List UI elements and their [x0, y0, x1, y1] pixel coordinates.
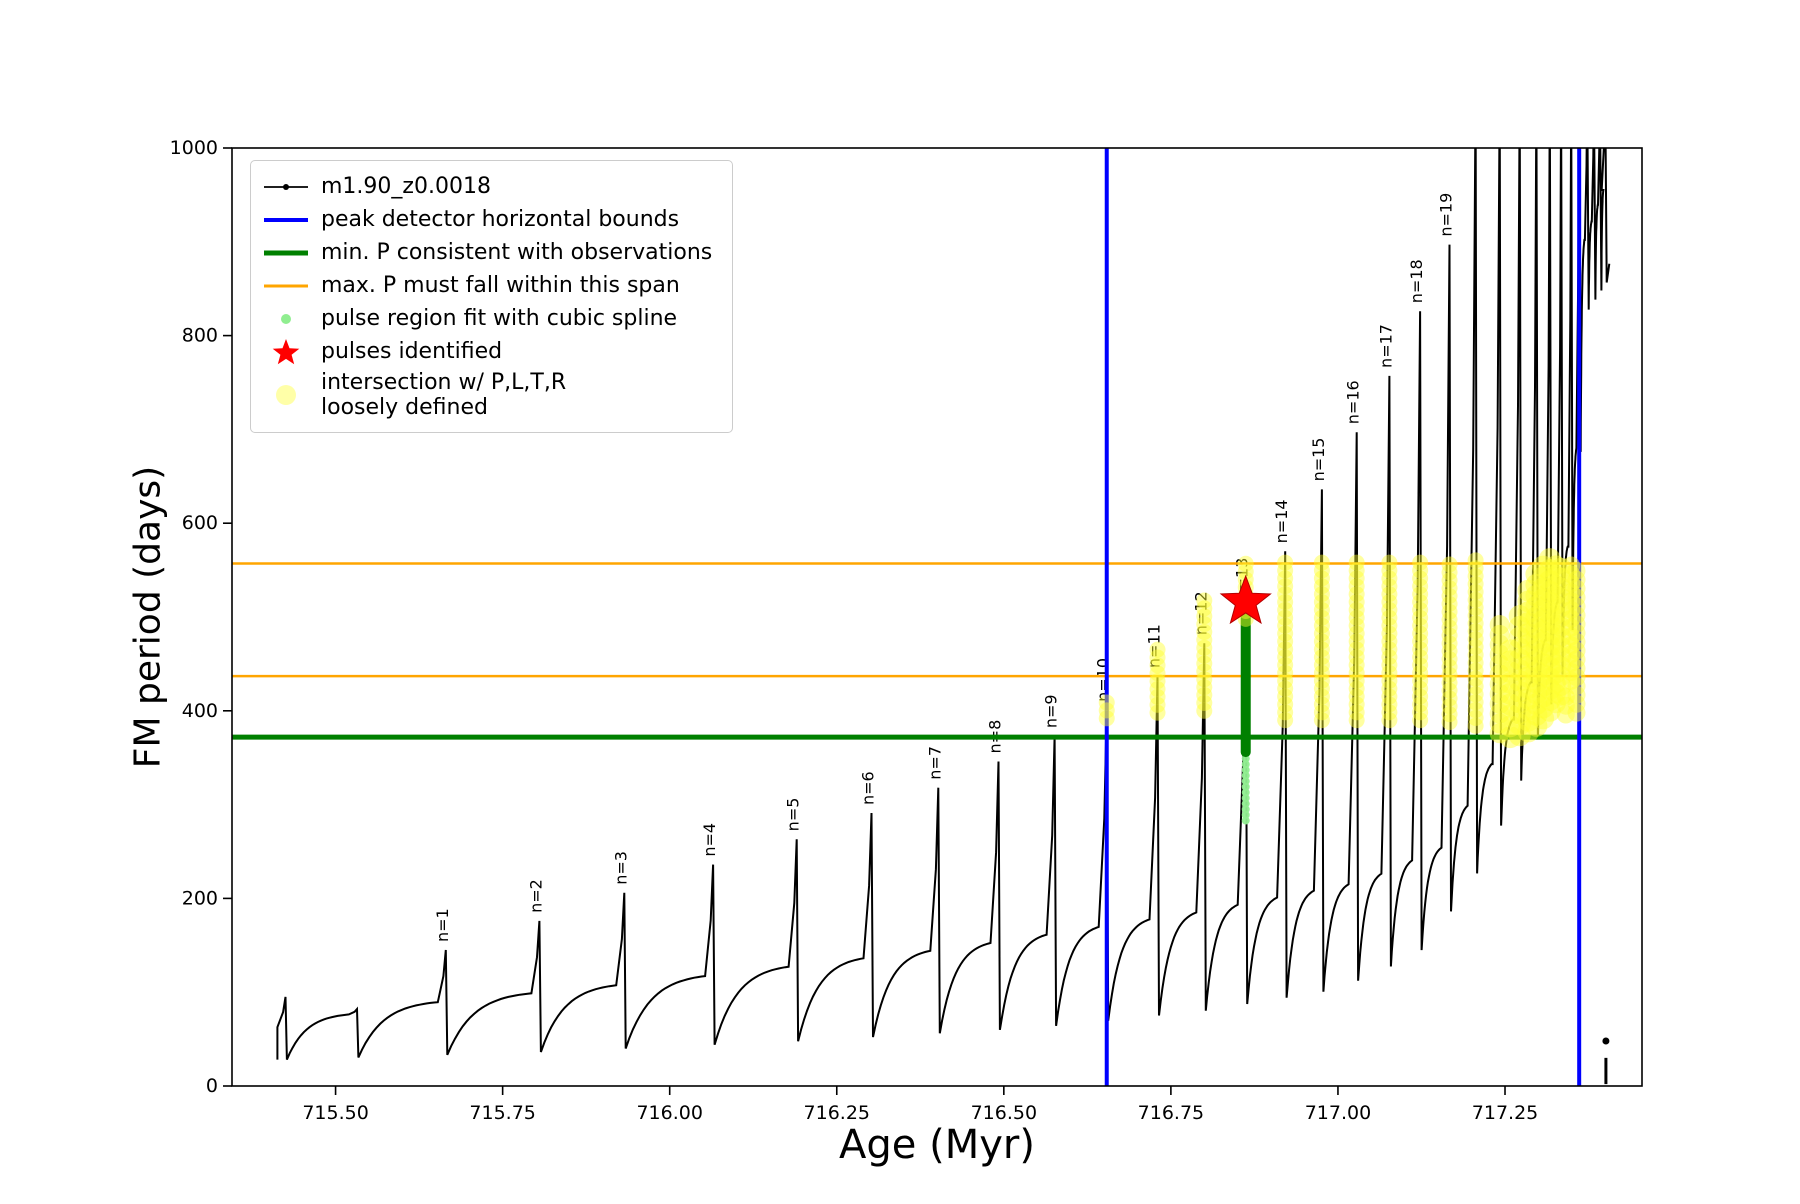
legend-item-label: peak detector horizontal bounds [321, 207, 680, 233]
x-tick-label: 717.25 [1472, 1102, 1538, 1124]
pulse-number-label: n=4 [700, 823, 719, 857]
legend-item: min. P consistent with observations [261, 238, 712, 268]
pulse-number-label: n=1 [433, 908, 452, 942]
x-tick-label: 716.75 [1138, 1102, 1204, 1124]
pulse-number-label: n=17 [1376, 324, 1395, 368]
plot-data-layer [276, 148, 1611, 1085]
legend-item: intersection w/ P,L,T,R loosely defined [261, 370, 712, 421]
pulse-number-label: n=2 [526, 879, 545, 913]
pulse-number-label: n=18 [1407, 259, 1426, 303]
legend-item: pulses identified [261, 337, 712, 367]
legend-item: pulse region fit with cubic spline [261, 304, 712, 334]
legend-marker-dot-icon [281, 314, 291, 324]
pulse-number-label: n=11 [1145, 624, 1164, 668]
x-tick-label: 716.25 [804, 1102, 870, 1124]
y-tick-label: 200 [182, 887, 218, 909]
legend-marker-star-icon [272, 339, 300, 365]
legend-item-label: pulses identified [321, 339, 503, 365]
y-tick-label: 600 [182, 512, 218, 534]
legend-item-label: max. P must fall within this span [321, 273, 680, 299]
period-evolution-curve [276, 148, 1611, 1061]
y-tick-label: 0 [206, 1075, 218, 1097]
legend-marker-line-icon [264, 284, 308, 288]
pulse-number-label: n=3 [611, 851, 630, 885]
x-tick-label: 715.75 [469, 1102, 535, 1124]
legend-item-label: intersection w/ P,L,T,R loosely defined [321, 370, 567, 421]
axes-border [231, 147, 1643, 1087]
intersection-streaks [1098, 548, 1586, 749]
pulse-number-label: n=16 [1344, 380, 1363, 424]
pulse-identified-star [1219, 574, 1272, 625]
x-tick-label: 716.00 [636, 1102, 702, 1124]
pulse-number-label: n=19 [1437, 193, 1456, 237]
x-axis-label: Age (Myr) [839, 1122, 1035, 1168]
legend-item-label: pulse region fit with cubic spline [321, 306, 678, 332]
y-axis-label: FM period (days) [127, 465, 169, 769]
x-tick-label: 715.50 [302, 1102, 368, 1124]
pulse-number-label: n=6 [859, 771, 878, 805]
pulse-number-label: n=7 [925, 746, 944, 780]
pulse-number-label: n=5 [784, 798, 803, 832]
legend-item-label: m1.90_z0.0018 [321, 174, 491, 200]
legend-item: m1.90_z0.0018 [261, 172, 712, 202]
legend-marker-line-icon [264, 218, 308, 222]
legend-marker-line-icon [264, 250, 308, 256]
pulse-number-label: n=15 [1309, 438, 1328, 482]
x-tick-label: 717.00 [1305, 1102, 1371, 1124]
legend-marker-big-dot-icon [276, 385, 296, 406]
y-tick-label: 800 [182, 325, 218, 347]
legend-item: peak detector horizontal bounds [261, 205, 712, 235]
pulse-number-label: n=14 [1272, 499, 1291, 543]
pulse-number-label: n=12 [1191, 591, 1210, 635]
pulse-number-label: n=9 [1042, 694, 1061, 728]
y-tick-label: 400 [182, 700, 218, 722]
tail-mark-dot [1602, 1037, 1610, 1045]
x-tick-label: 716.50 [971, 1102, 1037, 1124]
legend-item-label: min. P consistent with observations [321, 240, 713, 266]
legend-marker-line-dot-icon [264, 184, 308, 190]
legend-item: max. P must fall within this span [261, 271, 712, 301]
y-tick-label: 1000 [170, 137, 218, 159]
